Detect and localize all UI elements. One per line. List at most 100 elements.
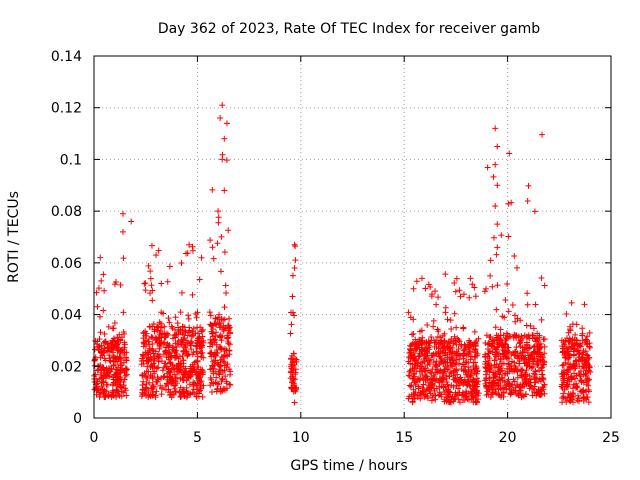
data-point xyxy=(511,359,518,366)
data-point xyxy=(142,287,149,294)
data-point xyxy=(427,376,434,383)
data-point xyxy=(113,279,120,286)
data-point xyxy=(426,388,433,395)
data-point xyxy=(107,358,114,365)
data-point xyxy=(198,328,205,335)
data-point xyxy=(98,342,105,349)
data-point xyxy=(95,285,102,292)
data-point xyxy=(436,341,443,348)
y-tick-label: 0.12 xyxy=(51,101,82,117)
data-point xyxy=(185,350,192,357)
data-point xyxy=(560,390,567,397)
data-point xyxy=(586,364,593,371)
data-point xyxy=(438,383,445,390)
data-point xyxy=(171,348,178,355)
data-point xyxy=(531,208,538,215)
x-axis-label: GPS time / hours xyxy=(290,458,407,474)
data-point xyxy=(410,285,417,292)
data-point xyxy=(110,353,117,360)
data-point xyxy=(467,275,474,282)
data-point xyxy=(424,321,431,328)
data-point xyxy=(146,336,153,343)
data-point xyxy=(582,357,589,364)
data-point xyxy=(584,333,591,340)
data-point xyxy=(490,337,497,344)
data-point xyxy=(123,392,130,399)
data-point xyxy=(128,218,135,225)
data-point xyxy=(573,380,580,387)
data-point xyxy=(419,347,426,354)
data-point xyxy=(419,334,426,341)
data-point xyxy=(471,328,478,335)
data-point xyxy=(493,332,500,339)
x-tick-label: 15 xyxy=(395,430,413,446)
data-point xyxy=(509,302,516,309)
data-point xyxy=(151,328,158,335)
data-point xyxy=(579,325,586,332)
data-point xyxy=(493,339,500,346)
data-point xyxy=(208,389,215,396)
data-point xyxy=(460,380,467,387)
data-point xyxy=(451,279,458,286)
data-point xyxy=(502,370,509,377)
data-point xyxy=(438,393,445,400)
data-point xyxy=(292,257,299,264)
data-point xyxy=(217,363,224,370)
data-point xyxy=(510,368,517,375)
data-point xyxy=(146,323,153,330)
data-point xyxy=(209,362,216,369)
data-point xyxy=(492,202,499,209)
data-points xyxy=(91,102,594,406)
data-point xyxy=(517,343,524,350)
data-point xyxy=(452,288,459,295)
data-point xyxy=(498,232,505,239)
data-point xyxy=(210,368,217,375)
data-point xyxy=(576,350,583,357)
data-point xyxy=(564,377,571,384)
data-point xyxy=(440,370,447,377)
data-point xyxy=(435,294,442,301)
data-point xyxy=(428,291,435,298)
data-point xyxy=(489,389,496,396)
y-tick-label: 0.08 xyxy=(51,204,82,220)
data-point xyxy=(209,244,216,251)
data-point xyxy=(449,363,456,370)
data-point xyxy=(539,131,546,138)
data-point xyxy=(194,380,201,387)
data-point xyxy=(503,330,510,337)
data-point xyxy=(415,383,422,390)
data-point xyxy=(558,337,565,344)
data-point xyxy=(575,395,582,402)
data-point xyxy=(291,241,298,248)
data-point xyxy=(101,287,108,294)
data-point xyxy=(221,135,228,142)
data-point xyxy=(583,381,590,388)
data-point xyxy=(492,388,499,395)
data-point xyxy=(489,386,496,393)
data-point xyxy=(109,382,116,389)
data-point xyxy=(491,343,498,350)
data-point xyxy=(448,336,455,343)
data-point xyxy=(139,351,146,358)
data-point xyxy=(116,344,123,351)
data-point xyxy=(209,330,216,337)
data-point xyxy=(497,355,504,362)
data-point xyxy=(211,357,218,364)
data-point xyxy=(100,307,107,314)
data-point xyxy=(207,366,214,373)
data-point xyxy=(166,263,173,270)
data-point xyxy=(94,303,101,310)
data-point xyxy=(512,363,519,370)
data-point xyxy=(142,384,149,391)
data-point xyxy=(432,350,439,357)
data-point xyxy=(219,326,226,333)
data-point xyxy=(495,386,502,393)
data-point xyxy=(540,384,547,391)
data-point xyxy=(499,313,506,320)
data-point xyxy=(145,338,152,345)
data-point xyxy=(445,384,452,391)
data-point xyxy=(533,338,540,345)
data-point xyxy=(185,329,192,336)
data-point xyxy=(173,365,180,372)
